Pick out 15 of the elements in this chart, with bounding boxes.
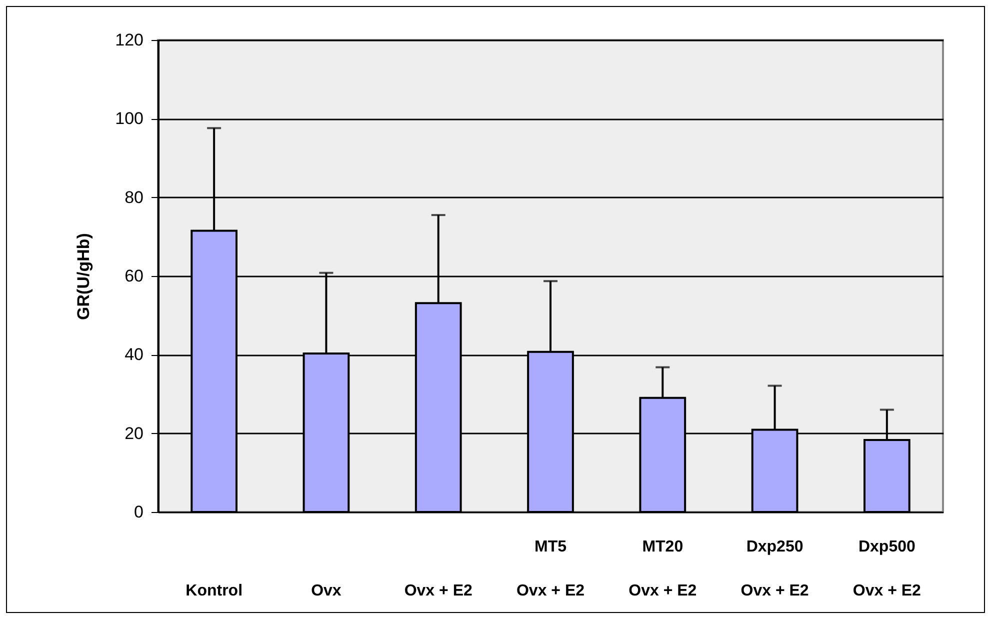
category-label: Dxp500 Ovx + E2 — [852, 538, 921, 600]
y-tick-label: 100 — [115, 109, 144, 128]
category-label: MT20 Ovx + E2 — [628, 538, 697, 600]
category-label: MT5 Ovx + E2 — [516, 538, 585, 600]
y-tick-label: 40 — [124, 345, 144, 364]
y-tick-label: 120 — [115, 30, 144, 50]
x-tick-label: Ovx + E2 — [404, 582, 472, 600]
x-tick-label: Kontrol — [186, 582, 243, 600]
y-tick-label: 20 — [124, 424, 144, 443]
y-tick-label: 80 — [124, 188, 144, 207]
y-tick-label: 60 — [124, 266, 144, 286]
y-tick-label: 0 — [134, 502, 144, 522]
category-label: Dxp250 Ovx + E2 — [740, 538, 809, 600]
x-tick-label: Ovx — [311, 582, 342, 600]
y-axis-title: GR(U/gHb) — [74, 233, 94, 320]
